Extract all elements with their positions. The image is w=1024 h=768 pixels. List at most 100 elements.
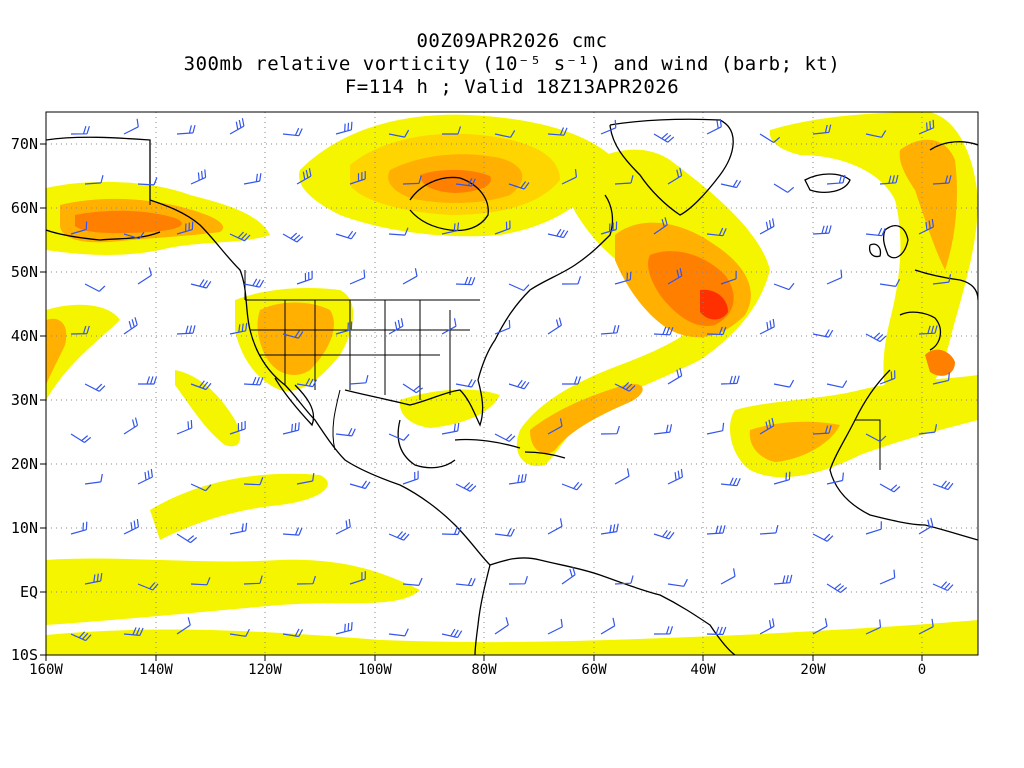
vort-band-tropical-pacific-1 xyxy=(150,473,328,540)
wind-barb xyxy=(773,574,793,585)
wind-barb xyxy=(812,618,828,635)
wind-barb xyxy=(932,480,954,491)
wind-barb xyxy=(667,578,688,587)
wind-barb xyxy=(600,617,616,635)
lon-label: 140W xyxy=(139,662,173,678)
wind-barb xyxy=(720,375,740,385)
wind-barb xyxy=(296,473,315,485)
wind-barb xyxy=(138,376,158,385)
wind-barb xyxy=(70,631,92,642)
wind-barb xyxy=(826,174,846,185)
wind-barb xyxy=(561,276,582,285)
wind-barb xyxy=(812,533,834,542)
wind-barb xyxy=(759,417,775,435)
lon-label: 160W xyxy=(29,662,63,678)
wind-barb xyxy=(282,330,304,339)
wind-barb xyxy=(561,567,576,585)
lon-label: 0 xyxy=(918,662,926,678)
vorticity-shading xyxy=(46,112,978,655)
wind-barb xyxy=(812,425,832,435)
vort-band-subtropical-atlantic-core xyxy=(749,421,840,462)
wind-barb xyxy=(296,378,318,388)
wind-barb xyxy=(667,267,683,285)
wind-barb xyxy=(812,124,832,135)
vort-band-alaska-max xyxy=(75,210,182,234)
wind-barb xyxy=(614,271,632,285)
vort-band-europe-core xyxy=(899,139,957,270)
wind-barb xyxy=(123,317,138,335)
wind-barb xyxy=(865,619,882,635)
wind-barb xyxy=(547,317,562,335)
wind-barb xyxy=(865,130,887,138)
wind-barb xyxy=(282,628,304,638)
wind-barb xyxy=(190,577,211,586)
lon-label: 20W xyxy=(800,662,826,678)
wind-barb xyxy=(759,318,775,335)
wind-barb xyxy=(826,380,848,388)
wind-barb xyxy=(865,227,886,237)
vort-band-iberia-max xyxy=(925,349,955,376)
wind-barb xyxy=(441,318,457,335)
wind-barb xyxy=(441,526,462,536)
wind-barb xyxy=(455,178,476,187)
wind-barb xyxy=(773,471,791,485)
wind-barb xyxy=(137,582,159,591)
lat-label: EQ xyxy=(20,583,38,601)
wind-barb xyxy=(653,529,675,540)
wind-barb xyxy=(494,617,509,635)
wind-barb xyxy=(812,225,832,235)
wind-barb xyxy=(667,167,683,185)
wind-barb xyxy=(229,628,250,637)
wind-barb xyxy=(879,174,899,185)
wind-barb xyxy=(243,173,262,185)
wind-barb xyxy=(932,274,952,285)
wind-barb xyxy=(441,628,463,639)
wind-barb xyxy=(176,419,193,435)
wind-barb xyxy=(442,126,462,135)
wind-barb xyxy=(176,617,191,635)
vort-band-pacific-diagonal xyxy=(175,370,241,447)
wind-barb xyxy=(547,618,563,635)
wind-barb xyxy=(123,118,139,135)
lat-label: 20N xyxy=(11,455,38,473)
wind-barb xyxy=(402,470,419,485)
lat-label: 10N xyxy=(11,519,38,537)
coastlines xyxy=(46,118,978,655)
wind-barb xyxy=(812,329,834,338)
wind-barb xyxy=(759,133,781,144)
wind-barb xyxy=(562,376,582,385)
wind-barb xyxy=(653,626,674,635)
wind-barb xyxy=(667,367,683,385)
wind-barb xyxy=(282,232,304,243)
wind-barb xyxy=(335,518,351,535)
wind-barb xyxy=(706,525,726,535)
wind-barb xyxy=(879,483,901,493)
title-line-2: 300mb relative vorticity (10⁻⁵ s⁻¹) and … xyxy=(183,53,841,75)
lat-label: 40N xyxy=(11,327,38,345)
lat-label: 50N xyxy=(11,263,38,281)
wind-barb xyxy=(508,473,527,485)
wind-barb xyxy=(402,577,423,586)
wind-barb xyxy=(614,381,636,392)
wind-barb xyxy=(918,424,938,435)
wind-barb xyxy=(706,227,727,237)
wind-barb xyxy=(123,417,139,435)
wind-barb xyxy=(759,218,775,235)
wind-barb xyxy=(561,481,583,491)
wind-barb xyxy=(653,424,673,435)
wind-barb xyxy=(176,533,198,544)
vort-band-tropical-pacific-2 xyxy=(46,558,420,625)
longitude-labels: 160W 140W 120W 100W 80W 60W 40W 20W 0 xyxy=(29,662,926,678)
lat-label: 60N xyxy=(11,199,38,217)
wind-barb xyxy=(494,528,515,537)
wind-barb xyxy=(176,221,194,235)
wind-barb xyxy=(388,129,410,138)
wind-barb xyxy=(123,231,145,240)
wind-barb xyxy=(282,527,303,536)
wind-barb xyxy=(547,228,569,239)
wind-barb xyxy=(667,469,683,485)
wind-barb xyxy=(826,583,848,594)
lon-label: 40W xyxy=(690,662,716,678)
wind-barb xyxy=(600,523,619,535)
wind-barb xyxy=(508,576,528,585)
